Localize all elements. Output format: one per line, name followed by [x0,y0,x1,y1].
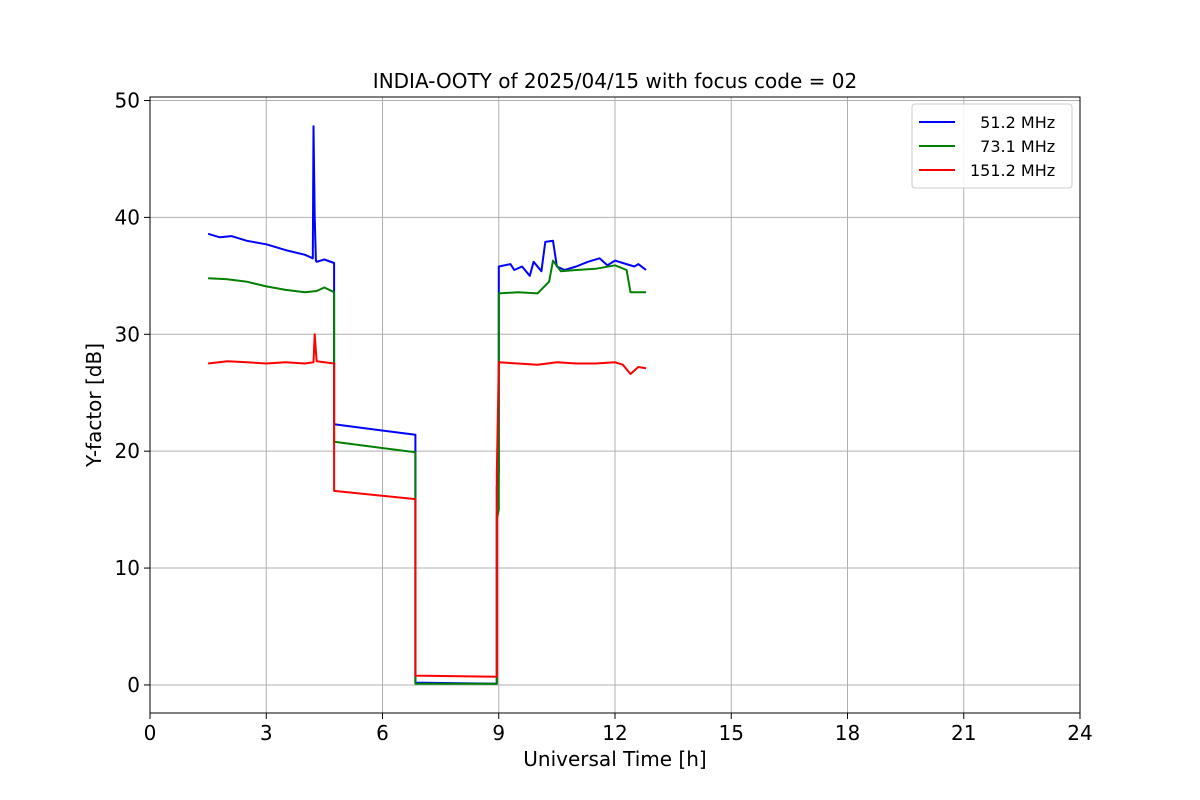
chart-title: INDIA-OOTY of 2025/04/15 with focus code… [373,69,857,93]
plot-lines [207,125,647,685]
y-tick-label: 50 [115,89,140,113]
y-tick-label: 20 [115,439,140,463]
y-axis-label: Y-factor [dB] [82,343,106,468]
x-tick-label: 3 [260,721,273,745]
y-tick-label: 0 [127,673,140,697]
legend: 51.2 MHz 73.1 MHz 151.2 MHz [911,103,1073,189]
y-tick-label: 30 [115,322,140,346]
series-line-3 [207,333,647,678]
x-tick-label: 21 [951,721,976,745]
legend-label: 51.2 MHz [970,113,1055,132]
y-axis: 0 10 20 30 40 50 [115,89,150,697]
legend-label: 73.1 MHz [970,137,1055,156]
x-axis: 0 3 6 9 12 15 18 21 24 [144,713,1093,745]
legend-label: 151.2 MHz [970,161,1055,180]
x-tick-label: 24 [1067,721,1092,745]
x-tick-label: 0 [144,721,157,745]
x-tick-label: 12 [602,721,627,745]
x-tick-label: 18 [835,721,860,745]
x-axis-label: Universal Time [h] [523,747,706,771]
legend-box [911,103,1073,189]
x-tick-label: 15 [719,721,744,745]
y-tick-label: 10 [115,556,140,580]
x-tick-label: 9 [492,721,505,745]
x-tick-label: 6 [376,721,389,745]
y-tick-label: 40 [115,205,140,229]
